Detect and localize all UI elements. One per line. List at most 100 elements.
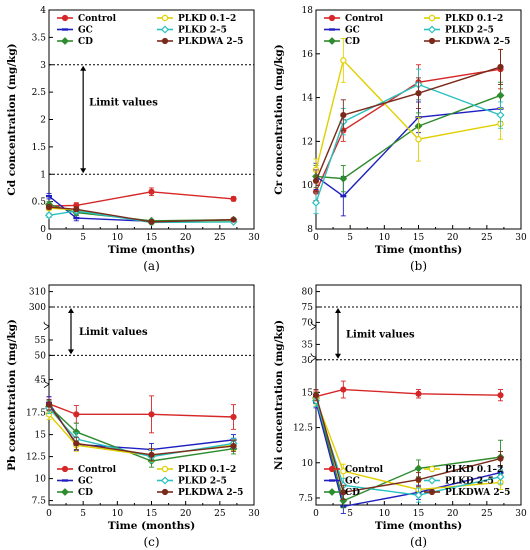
marker-point: [312, 392, 320, 399]
y-tick-label: 17.5: [26, 409, 46, 419]
marker-point: [496, 91, 505, 100]
axis-break: [43, 321, 50, 331]
legend-label: CD: [345, 488, 360, 498]
marker-legend: [328, 14, 336, 22]
marker-point: [340, 57, 347, 64]
y-tick-label: 18: [302, 6, 314, 16]
y-tick-label: 10: [302, 181, 314, 191]
series-PLKD 2–5: [311, 68, 505, 215]
marker-point: [414, 491, 423, 500]
series-line: [48, 206, 234, 223]
legend-label: PLKD 2–5: [178, 477, 227, 487]
series-Control: [312, 380, 504, 403]
marker-point: [73, 440, 80, 447]
marker-point: [415, 90, 422, 97]
marker-point: [73, 206, 80, 213]
y-tick-label: 0.5: [32, 198, 47, 208]
x-tick-label: 0: [313, 509, 319, 519]
marker-point: [230, 442, 237, 450]
x-tick-label: 0: [313, 233, 319, 243]
y-tick-label: 300: [29, 303, 46, 313]
y-tick-label: 3.5: [32, 33, 47, 43]
y-tick-label: 14: [302, 94, 314, 104]
marker-point: [230, 195, 237, 202]
y-tick-label: 2: [40, 116, 46, 126]
marker-legend: [61, 37, 69, 45]
y-tick-label: 30: [302, 356, 314, 366]
marker-legend: [61, 488, 69, 496]
marker-point: [340, 112, 347, 119]
series-PLKDWA 2–5: [312, 48, 504, 193]
marker-legend: [61, 465, 69, 473]
axis-break: [310, 321, 317, 331]
panel-label: (d): [410, 535, 427, 549]
legend-label: PLKDWA 2–5: [178, 488, 243, 498]
series-line: [315, 66, 501, 182]
series-PLKDWA 2–5: [45, 204, 237, 225]
y-tick-label: 12.5: [293, 424, 313, 434]
y-tick-label: 70: [302, 318, 314, 328]
marker-point: [73, 216, 80, 220]
series-line: [48, 210, 234, 224]
series-line: [315, 388, 501, 398]
y-axis-label: Pb concentration (mg/kg): [6, 319, 18, 471]
marker-legend: [428, 465, 436, 473]
marker-legend: [427, 25, 437, 34]
legend-label: Control: [345, 465, 384, 475]
y-tick-label: 1.5: [32, 143, 47, 153]
marker-point: [148, 411, 155, 418]
chart-panel-3: 0 5 10 15 20 25 30 7.5 10 12.5 15 17.5 310 300 55 50 45 L…: [6, 284, 260, 549]
x-tick-label: 30: [515, 233, 527, 243]
x-tick-label: 30: [248, 233, 260, 243]
marker-legend: [427, 476, 437, 485]
marker-point: [415, 476, 422, 483]
x-tick-label: 10: [379, 509, 391, 519]
axis-break: [43, 379, 50, 388]
series-CD: [45, 399, 238, 468]
legend-label: PLKDWA 2–5: [178, 37, 243, 47]
marker-legend: [161, 465, 169, 473]
x-tick-label: 30: [248, 509, 260, 519]
marker-point: [311, 198, 321, 207]
y-tick-label: 310: [29, 288, 46, 298]
y-axis-label: Cd concentration (mg/kg): [6, 43, 18, 195]
marker-point: [415, 390, 422, 397]
marker-legend: [328, 488, 336, 496]
marker-point: [340, 194, 347, 198]
legend-label: Control: [78, 465, 117, 475]
legend-label: PLKDWA 2–5: [445, 488, 510, 498]
x-tick-label: 5: [80, 509, 86, 519]
marker-point: [312, 177, 320, 184]
marker-point: [46, 194, 52, 198]
series-line: [315, 397, 501, 502]
chart-panel-4: 0 5 10 15 20 25 30 7.5 10 12.5 15 80 75 70 35 30 Limit v…: [273, 284, 527, 549]
marker-point: [496, 472, 505, 481]
x-tick-label: 10: [379, 233, 391, 243]
marker-point: [340, 468, 347, 475]
series-line: [315, 94, 501, 180]
x-tick-label: 30: [515, 509, 527, 519]
marker-legend: [328, 465, 336, 473]
y-tick-label: 15: [302, 388, 314, 398]
x-tick-label: 20: [180, 233, 192, 243]
series-Control: [45, 187, 237, 210]
marker-legend: [428, 488, 436, 496]
series-PLKDWA 2–5: [312, 389, 504, 500]
x-tick-label: 5: [347, 509, 353, 519]
y-tick-label: 1: [40, 170, 46, 180]
y-tick-label: 12.5: [26, 453, 46, 463]
y-tick-label: 12: [302, 137, 313, 147]
limit-annotation: Limit values: [79, 327, 148, 338]
marker-point: [497, 392, 504, 399]
legend-label: PLKD 2–5: [445, 477, 494, 487]
limit-annotation: Limit values: [346, 329, 415, 340]
legend-label: PLKD 2–5: [178, 26, 227, 36]
x-tick-label: 15: [413, 509, 425, 519]
y-tick-label: 7.5: [32, 497, 47, 507]
marker-point: [339, 174, 348, 183]
y-tick-label: 3: [40, 61, 46, 71]
y-tick-label: 7.5: [299, 494, 314, 504]
marker-legend: [161, 14, 169, 22]
marker-point: [73, 411, 80, 418]
